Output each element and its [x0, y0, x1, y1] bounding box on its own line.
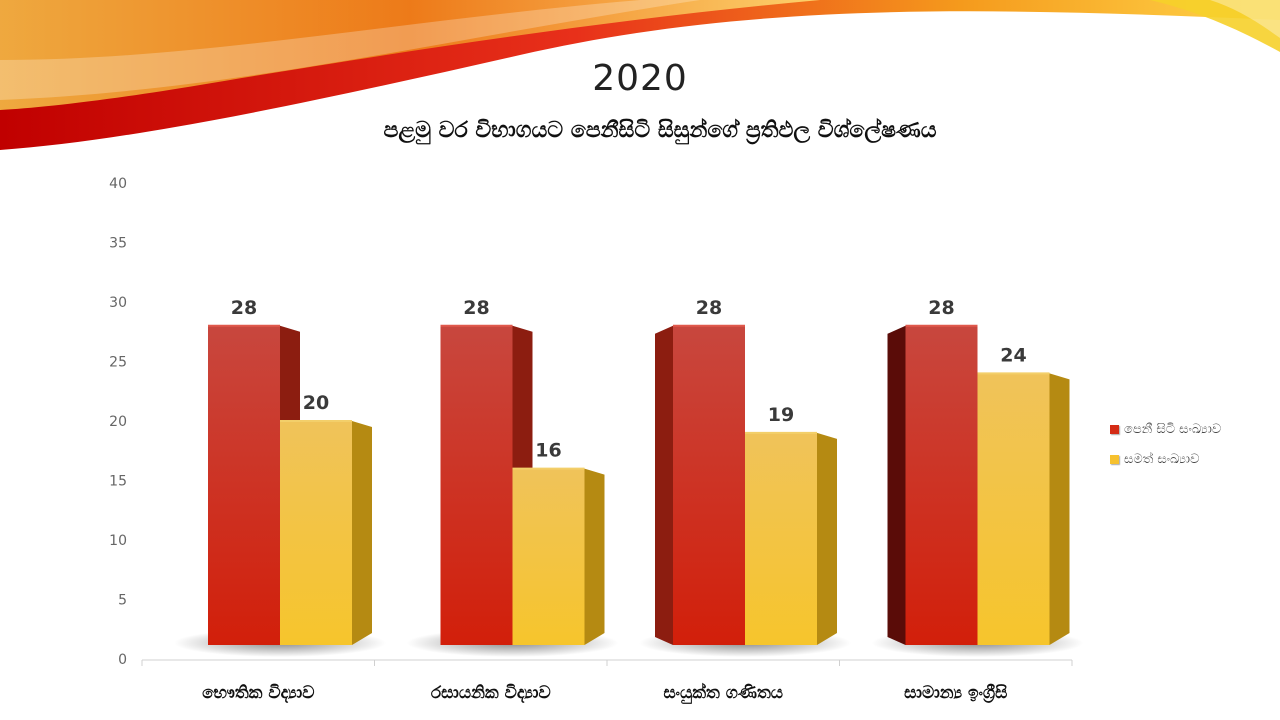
bar-side — [584, 468, 605, 645]
y-tick-label: 35 — [109, 236, 127, 252]
data-label: 16 — [535, 440, 561, 462]
bar-side — [1049, 373, 1070, 645]
data-label: 28 — [928, 297, 954, 319]
x-category-label: රසායනික විද්‍යාව — [431, 683, 551, 704]
bar-passed — [512, 468, 585, 645]
data-label: 28 — [231, 297, 257, 319]
y-tick-label: 20 — [109, 414, 127, 430]
bar-appeared — [208, 325, 280, 645]
x-category-label: සංයුක්ත ගණිතය — [663, 682, 783, 704]
data-label: 19 — [768, 404, 794, 426]
legend-item-passed: සමත් සංඛ්‍යාව — [1110, 444, 1221, 474]
data-label: 24 — [1000, 344, 1026, 366]
y-tick-label: 40 — [109, 176, 127, 192]
bar-passed — [280, 421, 352, 645]
bar-appeared — [673, 325, 745, 645]
data-label: 28 — [463, 297, 489, 319]
x-category-label: භෞතික විද්‍යාව — [202, 683, 314, 704]
slide-subtitle: පළමු වර විභාගයට පෙනීසිටි සිසුන්ගේ ප්‍රති… — [383, 118, 937, 143]
legend-label-appeared: පෙනී සිටි සංඛ්‍යාව — [1124, 421, 1222, 437]
legend-item-appeared: පෙනී සිටි සංඛ්‍යාව — [1110, 414, 1221, 444]
y-tick-label: 25 — [109, 355, 127, 371]
y-tick-label: 30 — [109, 295, 127, 311]
bar-side — [887, 325, 906, 645]
bar-side — [352, 421, 372, 645]
y-tick-label: 0 — [118, 652, 127, 668]
bar-appeared — [905, 325, 978, 645]
bar-side — [817, 432, 837, 645]
slide-title: 2020 — [592, 58, 688, 99]
chart-legend: පෙනී සිටි සංඛ්‍යාව සමත් සංඛ්‍යාව — [1110, 414, 1221, 474]
bar-passed — [745, 432, 817, 645]
bar-appeared — [440, 325, 513, 645]
decorative-swoosh — [0, 0, 1280, 150]
legend-swatch-yellow — [1110, 454, 1119, 464]
x-category-label: සාමාන්‍ය ඉංග්‍රීසි — [904, 683, 1007, 704]
data-label: 20 — [303, 392, 329, 414]
data-label: 28 — [696, 297, 722, 319]
bar-side — [655, 325, 673, 645]
legend-label-passed: සමත් සංඛ්‍යාව — [1124, 451, 1200, 467]
y-tick-label: 5 — [118, 593, 127, 609]
legend-swatch-red — [1110, 424, 1119, 434]
y-tick-label: 10 — [109, 533, 127, 549]
y-tick-label: 15 — [109, 474, 127, 490]
bar-passed — [977, 373, 1050, 645]
